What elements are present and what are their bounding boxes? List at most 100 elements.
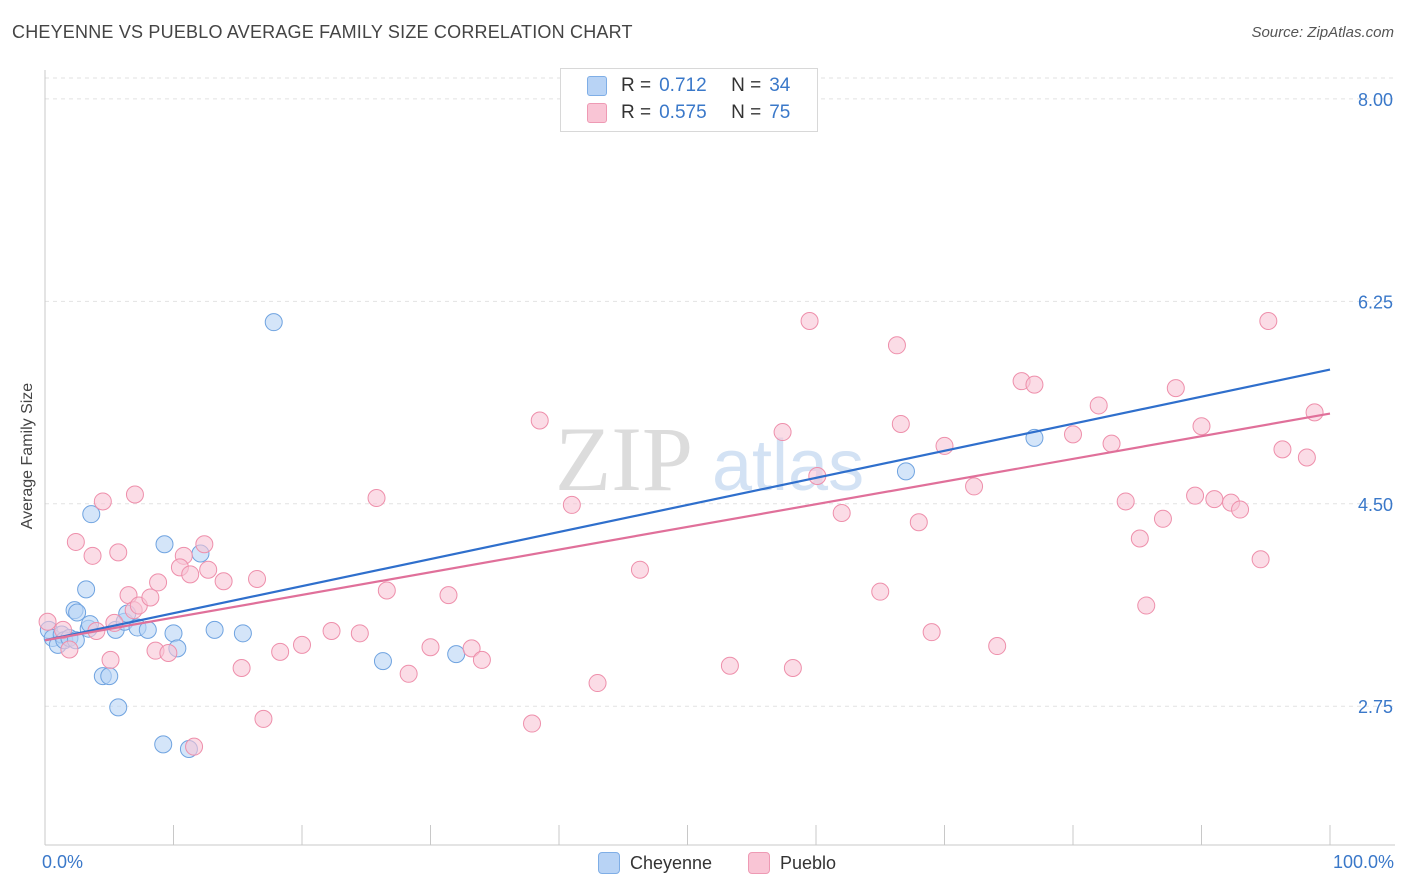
pueblo-point-74 [1259,312,1278,331]
legend-swatch-pueblo [748,852,770,874]
pueblo-point-35 [421,638,440,657]
pueblo-point-9 [109,543,128,562]
x-tick-label-max: 100.0% [1332,852,1394,872]
cheyenne-point-9 [77,580,96,599]
y-tick-label-0: 2.75 [1358,697,1393,717]
legend-n-value: 34 [769,75,791,96]
pueblo-point-75 [1273,440,1292,459]
cheyenne-point-27 [205,620,224,639]
pueblo-point-63 [1116,492,1135,511]
pueblo-point-59 [1025,375,1044,394]
pueblo-point-66 [1153,509,1172,528]
gridlines [45,77,1395,707]
legend-label-pueblo: Pueblo [780,852,837,873]
pueblo-point-50 [871,582,890,601]
pueblo-point-61 [1089,396,1108,415]
legend-r-value: 0.712 [659,75,707,96]
pueblo-point-7 [101,650,120,669]
cheyenne-point-32 [896,462,915,481]
pueblo-point-29 [293,635,311,654]
chart-title: CHEYENNE VS PUEBLO AVERAGE FAMILY SIZE C… [12,22,633,42]
pueblo-point-14 [141,588,160,607]
y-tick-labels: 2.75 4.50 6.25 8.00 [1358,90,1393,717]
source-label: Source: ZipAtlas.com [1251,24,1394,41]
pueblo-point-12 [125,485,144,504]
pueblo-point-34 [399,664,418,683]
pueblo-point-17 [159,643,178,662]
pueblo-point-32 [367,488,386,507]
legend-item-pueblo[interactable]: Pueblo [748,852,836,874]
pueblo-point-30 [322,622,341,641]
pueblo-point-22 [195,535,214,554]
pueblo-point-37 [462,639,481,658]
cheyenne-point-14 [100,667,119,686]
pueblo-point-1 [53,620,72,639]
pueblo-point-70 [1205,490,1224,509]
pueblo-point-2 [60,640,79,659]
pueblo-point-0 [38,612,57,631]
legend-row-pueblo: R = 0.575 N = 75 [587,101,790,125]
pueblo-point-16 [149,573,168,592]
cheyenne-point-12 [82,505,101,524]
legend-n-label: N = [731,102,762,123]
watermark: ZIP atlas [555,408,864,510]
pueblo-point-42 [588,674,607,693]
cheyenne-point-22 [155,535,174,554]
pueblo-point-57 [988,637,1007,656]
pueblo-point-45 [773,423,792,442]
cheyenne-point-28 [233,624,252,643]
pueblo-point-28 [271,642,290,661]
pueblo-point-65 [1137,596,1156,615]
pueblo-point-44 [720,656,739,675]
cheyenne-point-16 [109,698,128,717]
pueblo-point-64 [1130,529,1149,548]
legend-n-label: N = [731,75,762,96]
pueblo-point-26 [248,569,267,588]
legend-n-value: 75 [769,102,791,123]
y-tick-label-2: 6.25 [1358,292,1393,312]
legend-item-cheyenne[interactable]: Cheyenne [598,852,712,874]
pueblo-point-20 [181,565,200,584]
pueblo-point-56 [965,477,984,496]
cheyenne-point-8 [68,603,87,622]
pueblo-point-39 [523,714,542,733]
pueblo-point-47 [800,312,819,331]
pueblo-point-46 [783,659,802,678]
pueblo-point-3 [66,532,85,551]
pueblo-point-67 [1166,379,1185,398]
pueblo-point-23 [199,560,218,579]
pueblo-point-62 [1102,434,1121,453]
legend-label-cheyenne: Cheyenne [630,852,713,873]
legend-swatch-cheyenne [587,76,607,96]
pueblo-point-52 [891,414,910,433]
pueblo-point-24 [214,572,233,591]
pueblo-point-33 [377,581,396,600]
cheyenne-point-21 [154,735,173,754]
pueblo-point-54 [922,623,941,642]
cheyenne-point-30 [373,652,392,671]
watermark-atlas: atlas [712,426,864,506]
pueblo-point-6 [93,492,112,511]
x-tick-label-min: 0.0% [42,852,84,872]
pueblo-point-76 [1297,448,1316,467]
pueblo-point-4 [83,546,102,565]
legend-r-label: R = [621,75,652,96]
pueblo-point-49 [832,504,851,523]
trend-lines [44,368,1331,642]
pueblo-point-72 [1231,500,1250,519]
cheyenne-point-29 [264,313,283,332]
pueblo-point-69 [1192,417,1211,436]
pueblo-point-36 [439,586,458,605]
legend-swatch-cheyenne [598,852,620,874]
legend-series: Cheyenne Pueblo [0,852,1406,878]
pueblo-point-38 [472,650,491,669]
y-tick-label-3: 8.00 [1358,90,1393,110]
pueblo-point-51 [887,336,906,355]
legend-r-value: 0.575 [659,102,707,123]
watermark-zip: ZIP [555,408,693,510]
legend-row-cheyenne: R = 0.712 N = 34 [587,74,790,98]
pueblo-point-68 [1186,486,1205,505]
pueblo-point-41 [562,495,581,514]
y-tick-label-1: 4.50 [1358,495,1393,515]
